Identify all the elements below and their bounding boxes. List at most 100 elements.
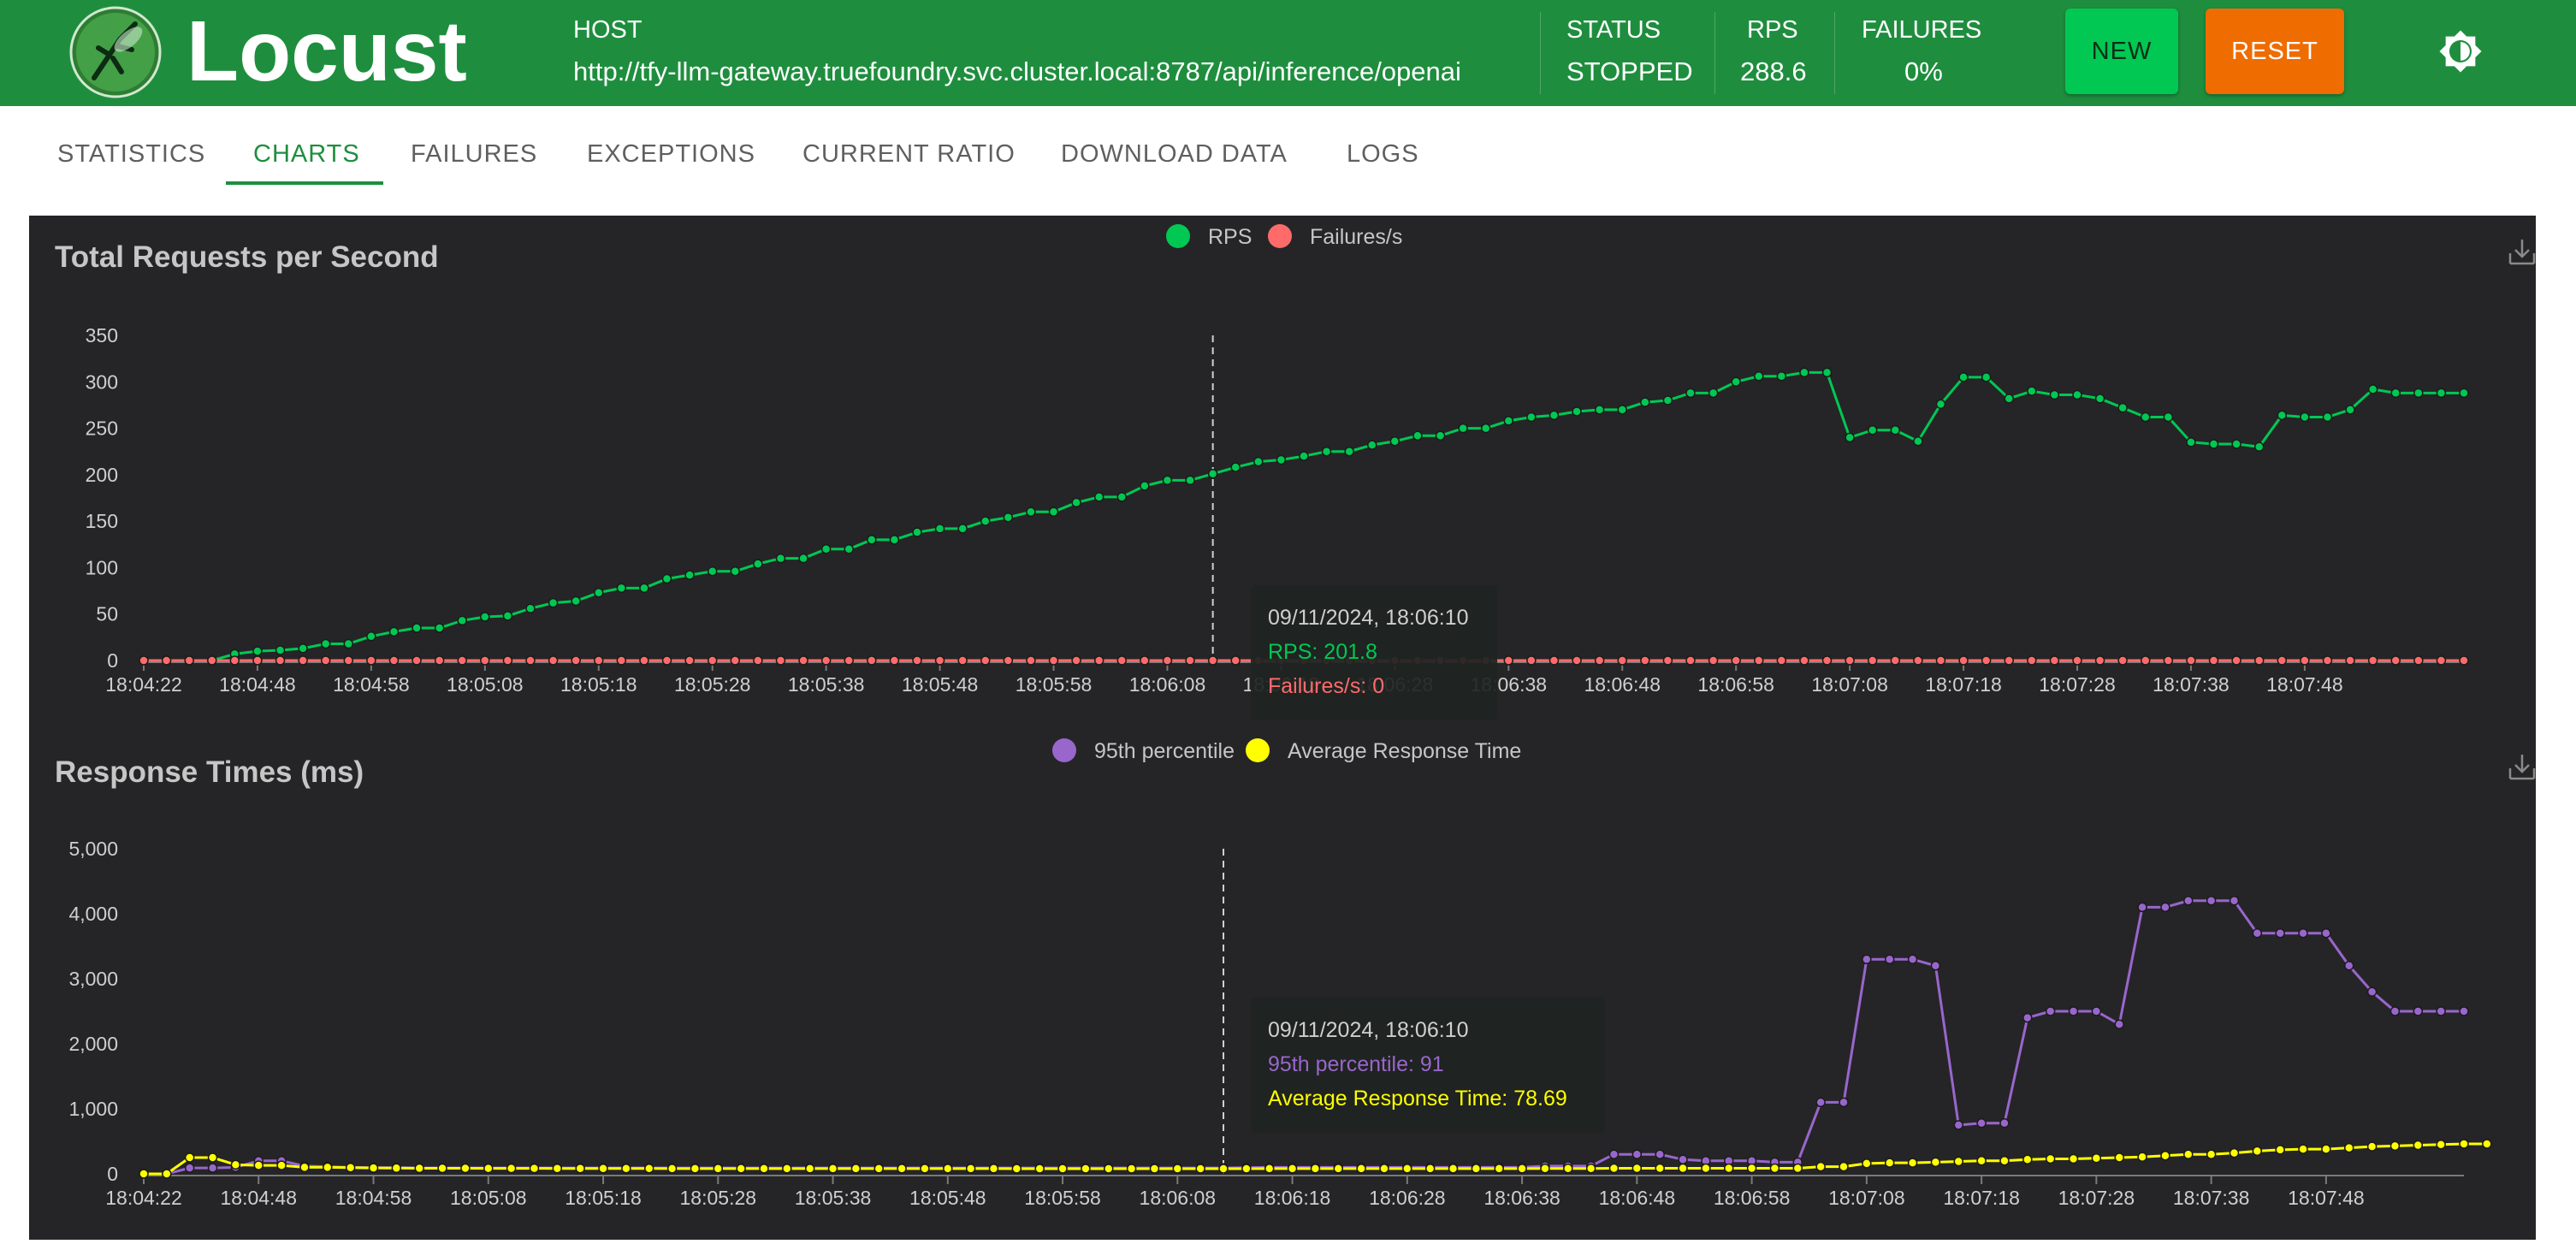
- tab-download-data[interactable]: DOWNLOAD DATA: [1061, 140, 1288, 168]
- chart-title: Total Requests per Second: [55, 240, 439, 274]
- data-point: [1549, 410, 1560, 421]
- y-tick-label: 4,000: [68, 903, 118, 925]
- data-point: [1731, 376, 1741, 388]
- x-tick-label: 18:06:38: [1483, 1187, 1560, 1209]
- tab-current-ratio[interactable]: CURRENT RATIO: [802, 140, 1016, 168]
- data-point: [2366, 986, 2378, 997]
- y-tick-label: 0: [107, 1163, 118, 1185]
- rps-value: 288.6: [1740, 56, 1807, 86]
- chart-tooltip: 09/11/2024, 18:06:10 RPS: 201.8 Failures/s…: [1251, 585, 1497, 720]
- x-tick-label: 18:07:18: [1943, 1187, 2020, 1209]
- tooltip-line2: Failures/s: 0: [1268, 674, 1384, 698]
- data-point: [2436, 1140, 2446, 1150]
- x-tick-label: 18:04:22: [105, 1187, 182, 1209]
- download-icon[interactable]: [2508, 755, 2536, 780]
- data-point: [2413, 655, 2424, 666]
- data-point: [139, 1169, 149, 1179]
- data-point: [2049, 655, 2060, 666]
- new-test-button[interactable]: NEW: [2065, 9, 2178, 94]
- data-point: [1230, 655, 1241, 666]
- data-point: [850, 1164, 862, 1174]
- data-point: [2091, 1006, 2102, 1016]
- data-point: [2413, 1006, 2424, 1016]
- tab-charts[interactable]: CHARTS: [253, 140, 360, 168]
- download-icon[interactable]: [2508, 240, 2536, 265]
- brightness-icon[interactable]: [2438, 29, 2483, 74]
- data-point: [827, 1164, 838, 1174]
- data-point: [889, 535, 900, 545]
- header-divider: [1540, 12, 1541, 94]
- data-point: [184, 1163, 195, 1173]
- x-tick-label: 18:05:58: [1024, 1187, 1101, 1209]
- data-point: [2186, 655, 2196, 666]
- x-tick-label: 18:06:58: [1697, 673, 1774, 696]
- download-icon-glyph: [2508, 755, 2536, 780]
- tab-exceptions[interactable]: EXCEPTIONS: [587, 140, 755, 168]
- data-point: [2072, 389, 2082, 400]
- brand-title: Locust: [187, 3, 467, 99]
- data-point: [1104, 1164, 1114, 1174]
- data-point: [552, 1163, 563, 1174]
- data-point: [1999, 1117, 2010, 1128]
- data-point: [1640, 397, 1650, 407]
- data-point: [867, 535, 877, 545]
- x-tick-label: 18:07:48: [2266, 673, 2343, 696]
- data-point: [298, 643, 308, 654]
- data-point: [1594, 405, 1605, 415]
- data-point: [988, 1164, 999, 1174]
- data-point: [1034, 1164, 1045, 1174]
- data-point: [661, 655, 672, 666]
- data-point: [2277, 410, 2288, 421]
- data-point: [1678, 1154, 1688, 1165]
- data-point: [707, 566, 718, 577]
- data-point: [162, 1169, 172, 1179]
- tooltip-time: 09/11/2024, 18:06:10: [1268, 606, 1468, 630]
- locust-logo-icon[interactable]: [68, 5, 163, 99]
- data-point: [1253, 456, 1264, 467]
- data-point: [1907, 954, 1918, 964]
- data-point: [736, 1164, 746, 1174]
- data-point: [1471, 1164, 1482, 1174]
- data-point: [2253, 655, 2265, 666]
- data-point: [1503, 655, 1514, 666]
- data-point: [943, 1164, 953, 1174]
- data-point: [1935, 399, 1946, 410]
- data-point: [1093, 492, 1104, 502]
- tab-failures[interactable]: FAILURES: [411, 140, 538, 168]
- tab-logs[interactable]: LOGS: [1347, 140, 1419, 168]
- reset-stats-button[interactable]: RESET: [2206, 9, 2344, 94]
- data-point: [867, 655, 877, 666]
- x-tick-label: 18:05:48: [902, 673, 979, 696]
- data-point: [713, 1164, 724, 1174]
- data-point: [2459, 1006, 2469, 1016]
- legend-marker: [1052, 738, 1076, 762]
- data-point: [707, 655, 718, 666]
- x-tick-label: 18:05:08: [447, 673, 524, 696]
- data-point: [548, 655, 559, 666]
- tab-statistics[interactable]: STATISTICS: [57, 140, 206, 168]
- data-point: [1862, 1158, 1872, 1169]
- data-point: [1976, 1117, 1987, 1128]
- data-point: [1981, 372, 1992, 382]
- y-tick-label: 0: [107, 649, 118, 672]
- x-tick-label: 18:05:18: [560, 673, 637, 696]
- data-point: [1448, 1164, 1459, 1174]
- data-point: [412, 655, 422, 666]
- data-point: [1867, 424, 1878, 435]
- data-point: [1953, 1156, 1964, 1167]
- data-point: [1799, 367, 1809, 378]
- data-point: [2300, 412, 2310, 423]
- data-point: [2022, 1012, 2033, 1023]
- data-point: [412, 623, 422, 633]
- y-tick-label: 5,000: [68, 838, 118, 860]
- data-point: [2413, 1140, 2424, 1151]
- data-point: [1517, 1164, 1527, 1174]
- x-tick-label: 18:05:28: [674, 673, 751, 696]
- charts-panel: Total Requests per Second RPS Failures/s 0 5…: [29, 216, 2536, 1240]
- data-point: [2114, 1019, 2124, 1029]
- data-point: [684, 570, 695, 580]
- data-point: [1935, 655, 1946, 666]
- data-point: [1701, 1163, 1711, 1174]
- data-point: [934, 655, 945, 666]
- data-point: [480, 612, 490, 622]
